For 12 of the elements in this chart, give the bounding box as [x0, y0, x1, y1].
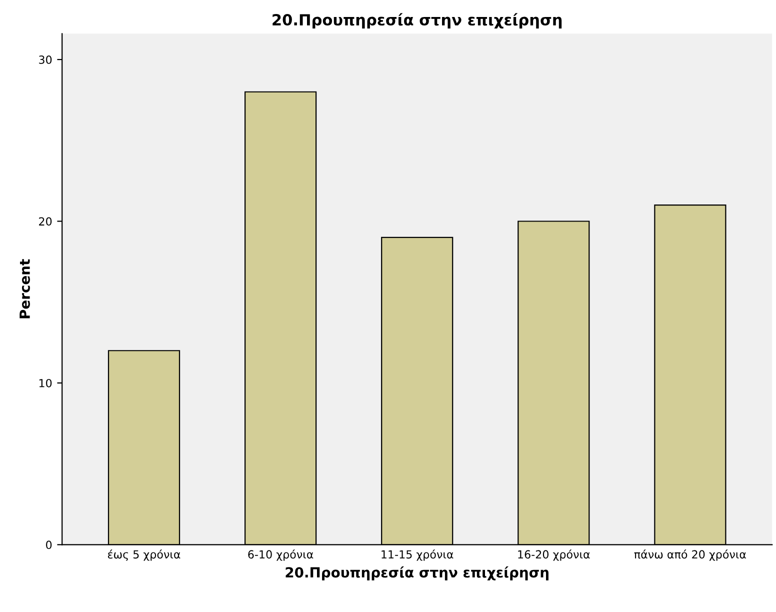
y-tick-label: 0 — [46, 540, 52, 550]
x-tick-label: 16-20 χρόνια — [518, 550, 590, 561]
y-tick-label: 10 — [39, 378, 52, 388]
x-tick-label: πάνω από 20 χρόνια — [634, 550, 746, 561]
y-tick-label: 20 — [39, 217, 52, 226]
x-axis-title: 20.Προυπηρεσία στην επιχείρηση — [286, 566, 548, 580]
y-axis-title: Percent — [20, 259, 30, 318]
y-tick-label: 30 — [39, 56, 52, 64]
x-tick-label: 6-10 χρόνια — [248, 550, 314, 561]
x-tick-label: 11-15 χρόνια — [382, 550, 454, 561]
x-tick-label: έως 5 χρόνια — [108, 550, 180, 561]
chart-title: 20.Προυπηρεσία στην επιχείρηση — [272, 13, 562, 29]
